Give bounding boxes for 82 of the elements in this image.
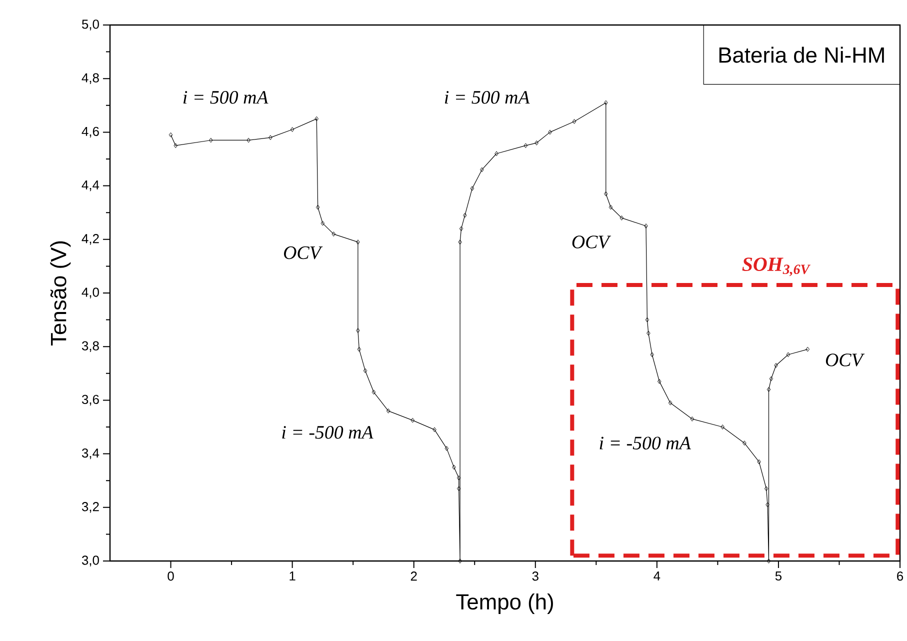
annotation: OCV	[572, 236, 612, 248]
point	[494, 151, 498, 156]
point	[268, 135, 272, 140]
point	[786, 352, 790, 358]
y-tick-label: 3,6	[82, 394, 99, 406]
point	[386, 408, 390, 414]
point	[766, 387, 771, 392]
point	[766, 502, 770, 508]
point	[690, 416, 694, 422]
point	[357, 346, 362, 352]
point	[290, 127, 294, 132]
point	[462, 212, 467, 218]
point	[356, 240, 360, 245]
point	[720, 424, 724, 430]
point	[742, 440, 746, 446]
annotation: SOH$_{3,6V}$	[742, 258, 811, 276]
point	[314, 116, 319, 122]
point	[604, 100, 608, 106]
y-tick-label: 3,0	[82, 556, 99, 566]
point	[646, 330, 650, 336]
x-tick-label: 5	[775, 572, 782, 581]
y-axis-title: Tensão (V)	[50, 241, 71, 346]
point	[524, 143, 528, 148]
point	[372, 390, 376, 395]
point	[174, 143, 178, 148]
annotation: OCV	[284, 246, 323, 260]
point	[458, 558, 462, 564]
point	[320, 220, 325, 226]
point	[644, 224, 648, 228]
point	[410, 418, 415, 423]
point	[470, 186, 474, 191]
point	[769, 376, 774, 382]
point	[764, 486, 768, 492]
annotation: Bateria de Ni-HM	[719, 46, 884, 63]
point	[668, 400, 672, 406]
annotation: i = -500 mA	[282, 426, 374, 439]
point	[774, 362, 778, 368]
point	[604, 191, 608, 196]
point	[456, 475, 461, 480]
point	[246, 138, 250, 143]
point	[620, 216, 624, 220]
x-tick-label: 4	[654, 572, 660, 580]
annotation: i = 500 mA	[444, 90, 530, 104]
point	[208, 138, 213, 143]
y-tick-label: 4,6	[82, 126, 99, 138]
y-tick-label: 4,8	[82, 73, 99, 84]
x-tick-label: 3	[532, 572, 538, 581]
point	[534, 140, 539, 146]
x-tick-label: 2	[410, 572, 417, 581]
point	[459, 226, 464, 232]
point	[432, 427, 436, 432]
x-tick-label: 6	[897, 572, 904, 581]
point	[548, 130, 552, 135]
point	[458, 240, 462, 245]
x-tick-label: 0	[168, 572, 174, 581]
y-tick-label: 3,8	[82, 341, 99, 352]
point	[657, 378, 662, 384]
annotation: OCV	[826, 354, 865, 366]
point	[363, 368, 368, 374]
point	[332, 232, 336, 236]
y-tick-label: 4,4	[82, 180, 100, 192]
y-tick-label: 5,0	[82, 20, 99, 30]
point	[316, 204, 320, 210]
y-tick-label: 4,0	[82, 288, 99, 298]
point	[572, 119, 576, 124]
y-tick-label: 4,2	[82, 234, 99, 245]
annotation: i = -500 mA	[600, 436, 691, 450]
annotation: i = 500 mA	[183, 90, 268, 104]
point	[650, 352, 654, 358]
point	[456, 486, 461, 492]
x-axis-title: Tempo (h)	[456, 594, 553, 614]
point	[757, 459, 761, 464]
point	[766, 558, 771, 564]
point	[452, 464, 456, 470]
point	[608, 204, 613, 210]
y-tick-label: 3,2	[82, 502, 99, 513]
point	[356, 328, 360, 333]
point	[480, 167, 484, 172]
y-tick-label: 3,4	[82, 448, 100, 460]
point	[645, 317, 650, 322]
point	[444, 446, 449, 451]
x-tick-label: 1	[290, 572, 296, 580]
